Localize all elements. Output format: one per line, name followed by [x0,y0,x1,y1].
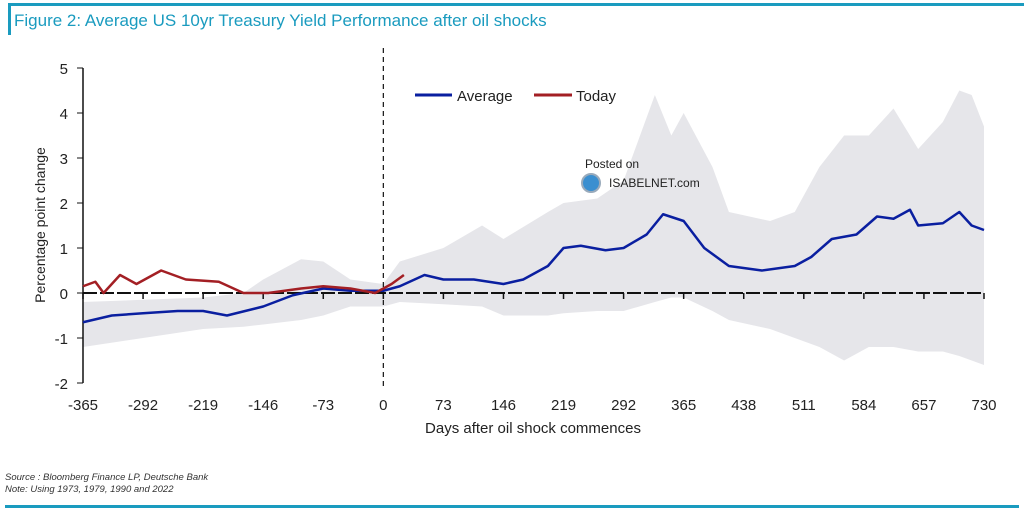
watermark-line1: Posted on [585,157,639,171]
x-axis-label: Days after oil shock commences [425,420,641,437]
x-tick-label: -292 [128,397,158,414]
x-tick-label: 146 [491,397,516,414]
x-tick-label: 219 [551,397,576,414]
axes: -2 -1 0 1 2 3 4 5 -365 -292 -219 -146 -73 0 73 146 219 29… [55,48,997,414]
bottom-rule [5,505,1019,508]
range-band [83,90,984,365]
x-tick-label: 292 [611,397,636,414]
footer-notes: Source : Bloomberg Finance LP, Deutsche … [5,472,208,496]
y-tick-label: 2 [60,196,68,213]
y-tick-label: -1 [55,331,68,348]
title-accent-bar [8,3,11,35]
x-tick-label: 365 [671,397,696,414]
y-tick-label: 0 [60,286,68,303]
y-axis-label: Percentage point change [32,147,48,303]
x-tick-label: 730 [971,397,996,414]
isabelnet-logo-icon [581,173,601,193]
watermark: Posted on ISABELNET.com [581,157,700,193]
figure-title: Figure 2: Average US 10yr Treasury Yield… [14,11,547,30]
y-tick-label: -2 [55,376,68,393]
x-tick-label: -219 [188,397,218,414]
watermark-line2: ISABELNET.com [609,176,700,190]
chart: -2 -1 0 1 2 3 4 5 -365 -292 -219 -146 -73 0 73 146 219 29… [32,48,997,437]
source-text: Source : Bloomberg Finance LP, Deutsche … [5,472,209,483]
x-tick-label: -73 [312,397,334,414]
y-tick-label: 4 [60,106,68,123]
y-tick-label: 1 [60,241,68,258]
x-tick-label: 73 [435,397,452,414]
x-tick-label: 438 [731,397,756,414]
series-line-today [82,269,405,295]
top-rule [8,3,1024,6]
legend: Average Today [415,88,617,105]
legend-label-today: Today [576,88,617,105]
range-band-area [83,90,984,365]
series-line-average [82,208,985,324]
x-tick-label: 0 [379,397,387,414]
x-tick-label: 657 [911,397,936,414]
x-tick-label: -146 [248,397,278,414]
x-tick-label: -365 [68,397,98,414]
series-lines [82,208,985,324]
legend-label-average: Average [457,88,513,105]
note-text: Note: Using 1973, 1979, 1990 and 2022 [5,484,174,495]
x-tick-label: 511 [792,397,816,414]
y-tick-label: 5 [60,61,68,78]
y-tick-label: 3 [60,151,68,168]
x-tick-label: 584 [851,397,876,414]
